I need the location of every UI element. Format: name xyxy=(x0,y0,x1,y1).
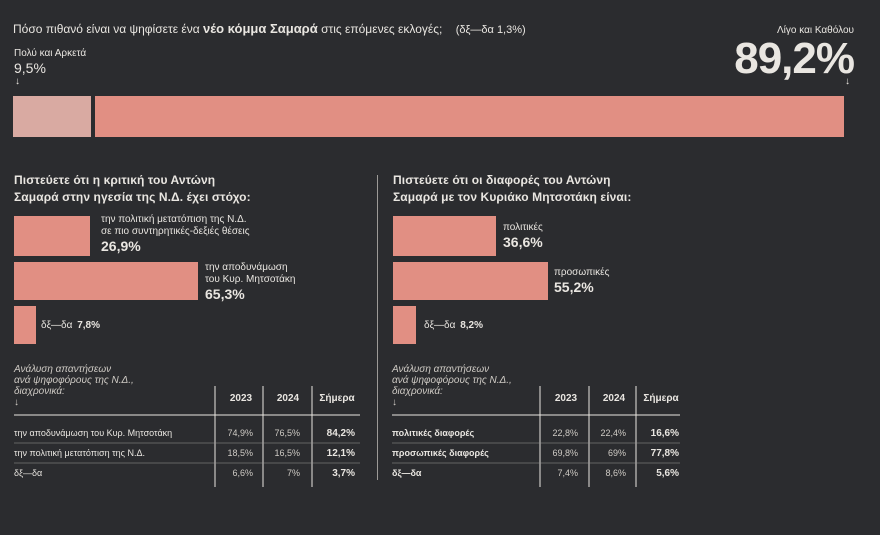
right-table-caption: Ανάλυση απαντήσεων ανά ψηφοφόρους της Ν.… xyxy=(392,364,512,408)
right-table-cell-today: 16,6% xyxy=(651,428,679,439)
right-bar-1 xyxy=(393,216,496,256)
left-table-cell-2024: 7% xyxy=(287,468,300,478)
left-table-row-label: την πολιτική μετατόπιση της Ν.Δ. xyxy=(14,448,145,458)
left-bar-2-label-line2: του Κυρ. Μητσοτάκη xyxy=(205,274,296,285)
left-caption-arrow: ↓ xyxy=(14,397,19,408)
right-table-header-1: 2023 xyxy=(555,393,578,404)
top-question-post: στις επόμενες εκλογές; xyxy=(317,22,443,36)
left-caption-line3: διαχρονικά: xyxy=(14,386,65,397)
right-table-header-2: 2024 xyxy=(603,393,626,404)
top-right-label: Λίγο και Καθόλου xyxy=(776,25,854,36)
right-caption-line1: Ανάλυση απαντήσεων xyxy=(392,364,490,375)
left-table-caption: Ανάλυση απαντήσεων ανά ψηφοφόρους της Ν.… xyxy=(14,364,134,408)
left-table-cell-2023: 18,5% xyxy=(227,448,253,458)
right-bar-2-value: 55,2% xyxy=(554,279,594,295)
left-table-cell-2023: 74,9% xyxy=(227,428,253,438)
left-bar-1-label: την πολιτική μετατόπιση της Ν.Δ. σε πιο … xyxy=(101,214,250,255)
right-table-cell-2023: 69,8% xyxy=(552,448,578,458)
left-table-row-label: την αποδυνάμωση του Κυρ. Μητσοτάκη xyxy=(14,428,172,438)
right-table-cell-2024: 8,6% xyxy=(605,468,626,478)
left-table-row-label: δξ—δα xyxy=(14,468,42,478)
left-bar-1-value: 26,9% xyxy=(101,238,141,254)
left-title-line2: Σαμαρά στην ηγεσία της Ν.Δ. έχει στόχο: xyxy=(14,190,251,204)
top-left-value: 9,5% xyxy=(14,60,46,76)
right-bar-3-label: δξ—δα 8,2% xyxy=(424,320,483,331)
left-table-header-3: Σήμερα xyxy=(319,393,355,404)
left-bar-3-value: 7,8% xyxy=(77,320,100,331)
right-caption-line3: διαχρονικά: xyxy=(392,386,443,397)
left-bar-1 xyxy=(14,216,90,256)
right-table-cell-2023: 7,4% xyxy=(557,468,578,478)
left-title-line1: Πιστεύετε ότι η κριτική του Αντώνη xyxy=(14,173,216,187)
right-title-line2: Σαμαρά με τον Κυριάκο Μητσοτάκη είναι: xyxy=(393,190,632,204)
right-bar-3-label-line1: δξ—δα xyxy=(424,320,456,331)
top-bar-unlikely xyxy=(94,96,845,137)
top-question-bold: νέο κόμμα Σαμαρά xyxy=(203,21,318,36)
right-bar-2-label-line1: προσωπικές xyxy=(554,267,610,278)
left-table-cell-today: 12,1% xyxy=(327,448,355,459)
right-table-row-label: πολιτικές διαφορές xyxy=(392,428,474,438)
left-bar-2 xyxy=(14,262,198,300)
left-bar-3-label: δξ—δα 7,8% xyxy=(41,320,100,331)
left-panel-title: Πιστεύετε ότι η κριτική του Αντώνη Σαμαρ… xyxy=(14,172,251,206)
left-table-header-2: 2024 xyxy=(277,393,300,404)
right-table-header-3: Σήμερα xyxy=(643,393,679,404)
right-table-row-label: προσωπικές διαφορές xyxy=(392,448,489,458)
top-bar-very-likely xyxy=(13,96,91,137)
left-bar-3-label-line1: δξ—δα xyxy=(41,320,73,331)
left-table-header-1: 2023 xyxy=(230,393,253,404)
left-caption-line2: ανά ψηφοφόρους της Ν.Δ., xyxy=(14,375,134,386)
top-undecided: (δξ—δα 1,3%) xyxy=(455,24,526,36)
left-bar-2-label: την αποδυνάμωση του Κυρ. Μητσοτάκη 65,3% xyxy=(205,262,295,303)
right-table-row-label: δξ—δα xyxy=(392,468,422,478)
right-title-line1: Πιστεύετε ότι οι διαφορές του Αντώνη xyxy=(393,173,611,187)
top-right-value: 89,2% xyxy=(734,34,855,83)
right-bar-2 xyxy=(393,262,548,300)
top-right-arrow: ↓ xyxy=(845,76,850,87)
left-caption-line1: Ανάλυση απαντήσεων xyxy=(14,364,112,375)
right-table-cell-2023: 22,8% xyxy=(552,428,578,438)
right-bar-2-label: προσωπικές 55,2% xyxy=(554,267,609,296)
right-table-cell-today: 77,8% xyxy=(651,448,679,459)
left-table-cell-2024: 16,5% xyxy=(274,448,300,458)
left-bar-2-label-line1: την αποδυνάμωση xyxy=(205,262,288,273)
left-table-cell-2023: 6,6% xyxy=(232,468,253,478)
right-bar-1-value: 36,6% xyxy=(503,234,543,250)
left-table-cell-2024: 76,5% xyxy=(274,428,300,438)
left-bar-1-label-line2: σε πιο συντηρητικές-δεξιές θέσεις xyxy=(101,226,250,237)
right-bar-3 xyxy=(393,306,417,344)
right-caption-line2: ανά ψηφοφόρους της Ν.Δ., xyxy=(392,375,512,386)
right-bar-3-value: 8,2% xyxy=(460,320,483,331)
right-table-cell-today: 5,6% xyxy=(656,468,679,479)
top-left-label: Πολύ και Αρκετά xyxy=(14,48,87,59)
top-question: Πόσο πιθανό είναι να ψηφίσετε ένα νέο κό… xyxy=(13,21,526,36)
right-caption-arrow: ↓ xyxy=(392,397,397,408)
left-bar-3 xyxy=(14,306,36,344)
left-table-cell-today: 3,7% xyxy=(332,468,355,479)
panel-divider xyxy=(377,175,378,480)
top-left-arrow: ↓ xyxy=(15,76,20,87)
right-bar-1-label-line1: πολιτικές xyxy=(503,222,543,233)
right-table-cell-2024: 22,4% xyxy=(600,428,626,438)
left-bar-1-label-line1: την πολιτική μετατόπιση της Ν.Δ. xyxy=(101,214,247,225)
right-panel-title: Πιστεύετε ότι οι διαφορές του Αντώνη Σαμ… xyxy=(393,172,631,206)
left-table-cell-today: 84,2% xyxy=(327,428,355,439)
right-bar-1-label: πολιτικές 36,6% xyxy=(503,222,543,251)
right-table-cell-2024: 69% xyxy=(608,448,626,458)
top-question-pre: Πόσο πιθανό είναι να ψηφίσετε ένα xyxy=(13,22,204,36)
left-bar-2-value: 65,3% xyxy=(205,286,245,302)
